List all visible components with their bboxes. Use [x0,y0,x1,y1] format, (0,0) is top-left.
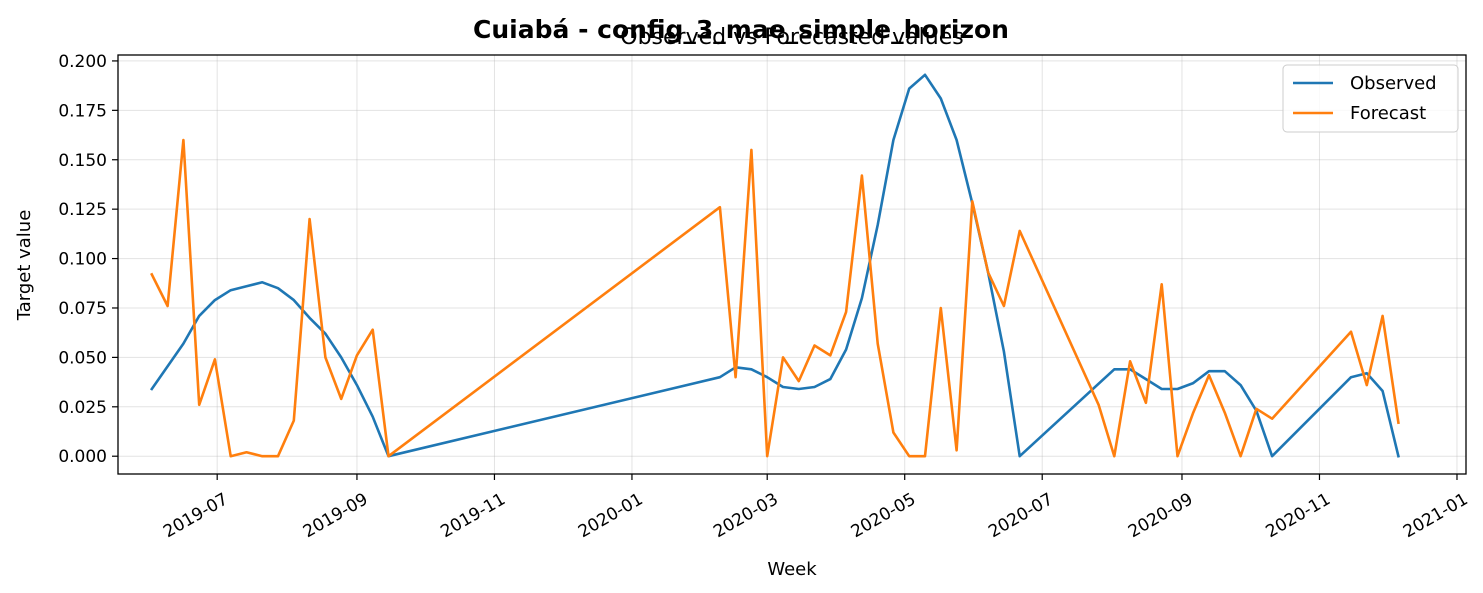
x-tick-label: 2019-07 [160,489,232,542]
series-line-forecast [150,138,1400,458]
legend-label-observed: Observed [1350,73,1437,94]
x-tick-label: 2019-09 [300,489,372,542]
x-tick-label: 2020-05 [848,489,920,542]
y-tick-label: 0.200 [58,52,107,72]
y-tick-label: 0.100 [58,250,107,270]
y-axis-label: Target value [14,210,35,322]
x-tick-label: 2020-07 [985,489,1057,542]
x-tick-label: 2020-09 [1125,489,1197,542]
y-tick-label: 0.025 [58,398,107,418]
axes-title: Observed vs Forecasted values [620,25,963,50]
grid [118,55,1466,474]
y-tick-label: 0.125 [58,200,107,220]
x-tick-label: 2019-11 [437,489,509,542]
y-tick-label: 0.000 [58,447,107,467]
legend-label-forecast: Forecast [1350,103,1426,124]
x-axis-ticks: 2019-07 2019-09 2019-11 2020-01 2020-03 2020-… [160,474,1471,542]
y-tick-label: 0.075 [58,299,107,319]
y-axis-ticks: 0.000 0.025 0.050 0.075 0.100 0.125 0.150 0.175… [58,52,118,467]
figure-suptitle: Cuiabá - config_3_mae_simple_horizon [473,15,1009,44]
y-tick-label: 0.050 [58,348,107,368]
legend: Observed Forecast [1282,64,1459,133]
x-tick-label: 2020-03 [710,489,782,542]
plot-frame [117,54,1467,475]
y-tick-label: 0.175 [58,101,107,121]
x-tick-label: 2020-01 [575,489,647,542]
series-lines [149,73,1400,458]
x-tick-label: 2020-11 [1262,489,1334,542]
y-tick-label: 0.150 [58,151,107,171]
x-tick-label: 2021-01 [1400,489,1472,542]
x-axis-label: Week [767,559,817,580]
